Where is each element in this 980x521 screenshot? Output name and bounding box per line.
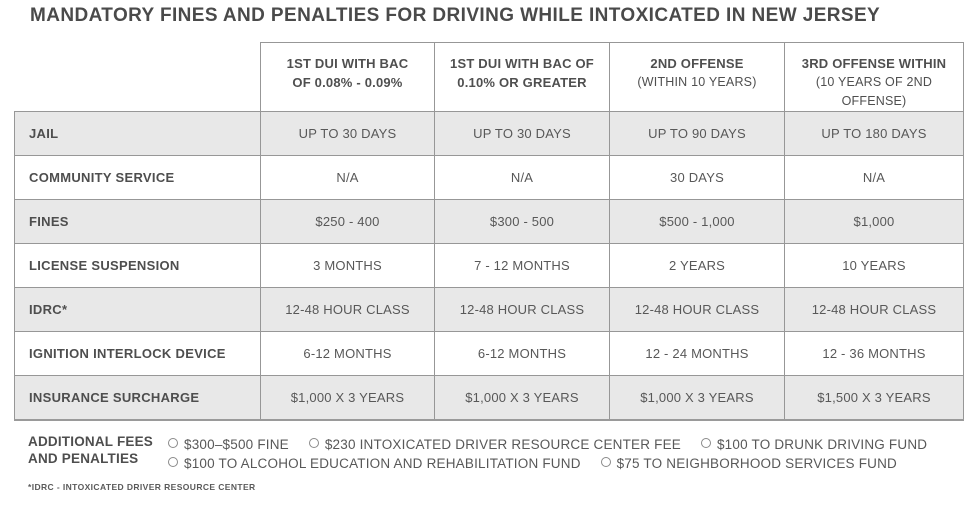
header-row: 1ST DUI WITH BAC OF 0.08% - 0.09% 1ST DU… <box>14 42 964 112</box>
fee-item-text: $100 TO ALCOHOL EDUCATION AND REHABILITA… <box>184 456 581 471</box>
cell-value: 12-48 HOUR CLASS <box>609 287 785 332</box>
fee-item: $230 INTOXICATED DRIVER RESOURCE CENTER … <box>308 435 682 454</box>
row-fines: FINES $250 - 400 $300 - 500 $500 - 1,000… <box>14 199 964 244</box>
row-idrc: IDRC* 12-48 HOUR CLASS 12-48 HOUR CLASS … <box>14 287 964 332</box>
row-label: IGNITION INTERLOCK DEVICE <box>14 331 261 376</box>
row-label: INSURANCE SURCHARGE <box>14 375 261 421</box>
cell-value: $1,000 X 3 YEARS <box>260 375 435 421</box>
fee-item: $75 TO NEIGHBORHOOD SERVICES FUND <box>600 454 898 473</box>
row-label: FINES <box>14 199 261 244</box>
circle-outline-icon <box>168 438 178 448</box>
cell-value: 6-12 MONTHS <box>434 331 610 376</box>
cell-value: 30 DAYS <box>609 155 785 200</box>
column-header-3rd-offense: 3RD OFFENSE WITHIN (10 YEARS OF 2ND OFFE… <box>784 42 964 112</box>
cell-value: 6-12 MONTHS <box>260 331 435 376</box>
row-license-suspension: LICENSE SUSPENSION 3 MONTHS 7 - 12 MONTH… <box>14 243 964 288</box>
additional-fees-label-line1: ADDITIONAL FEES <box>28 434 154 449</box>
column-header-line2: (10 YEARS OF 2ND OFFENSE) <box>815 75 933 108</box>
page-title: MANDATORY FINES AND PENALTIES FOR DRIVIN… <box>30 5 881 26</box>
column-header-line1: 2ND OFFENSE <box>650 56 744 71</box>
circle-outline-icon <box>700 438 711 448</box>
column-header-line2: OF 0.08% - 0.09% <box>292 75 403 90</box>
cell-value: UP TO 30 DAYS <box>434 111 610 156</box>
cell-value: 2 YEARS <box>609 243 785 288</box>
row-ignition-interlock-device: IGNITION INTERLOCK DEVICE 6-12 MONTHS 6-… <box>14 331 964 376</box>
cell-value: 3 MONTHS <box>260 243 435 288</box>
cell-value: 10 YEARS <box>784 243 964 288</box>
cell-value: 12 - 36 MONTHS <box>784 331 964 376</box>
fee-item: $300–$500 FINE <box>168 435 289 454</box>
fee-item: $100 TO ALCOHOL EDUCATION AND REHABILITA… <box>168 454 581 473</box>
additional-fees-label-line2: AND PENALTIES <box>28 451 139 466</box>
cell-value: $1,000 <box>784 199 964 244</box>
cell-value: N/A <box>434 155 610 200</box>
column-header-1st-dui-high-bac: 1ST DUI WITH BAC OF 0.10% OR GREATER <box>434 42 610 112</box>
column-header-line2: (WITHIN 10 YEARS) <box>637 75 757 89</box>
row-insurance-surcharge: INSURANCE SURCHARGE $1,000 X 3 YEARS $1,… <box>14 375 964 421</box>
fee-item-text: $300–$500 FINE <box>184 437 289 452</box>
cell-value: $1,000 X 3 YEARS <box>434 375 610 421</box>
column-header-line1: 1ST DUI WITH BAC OF <box>450 56 594 71</box>
cell-value: N/A <box>260 155 435 200</box>
cell-value: N/A <box>784 155 964 200</box>
corner-cell <box>14 42 261 112</box>
row-label: IDRC* <box>14 287 261 332</box>
cell-value: $500 - 1,000 <box>609 199 785 244</box>
additional-fees-line-2: $100 TO ALCOHOL EDUCATION AND REHABILITA… <box>168 454 973 473</box>
fee-item-text: $100 TO DRUNK DRIVING FUND <box>716 437 928 452</box>
row-label: COMMUNITY SERVICE <box>14 155 261 200</box>
column-header-2nd-offense: 2ND OFFENSE (WITHIN 10 YEARS) <box>609 42 785 112</box>
fee-item: $100 TO DRUNK DRIVING FUND <box>700 435 928 454</box>
additional-fees-label: ADDITIONAL FEES AND PENALTIES <box>28 433 153 467</box>
cell-value: 12-48 HOUR CLASS <box>784 287 964 332</box>
cell-value: UP TO 180 DAYS <box>784 111 964 156</box>
circle-outline-icon <box>600 457 611 467</box>
additional-fees-line-1: $300–$500 FINE $230 INTOXICATED DRIVER R… <box>168 435 973 454</box>
cell-value: UP TO 90 DAYS <box>609 111 785 156</box>
row-label: JAIL <box>14 111 261 156</box>
column-header-line2: 0.10% OR GREATER <box>457 75 587 90</box>
cell-value: UP TO 30 DAYS <box>260 111 435 156</box>
row-jail: JAIL UP TO 30 DAYS UP TO 30 DAYS UP TO 9… <box>14 111 964 156</box>
row-community-service: COMMUNITY SERVICE N/A N/A 30 DAYS N/A <box>14 155 964 200</box>
column-header-1st-dui-low-bac: 1ST DUI WITH BAC OF 0.08% - 0.09% <box>260 42 435 112</box>
fee-item-text: $230 INTOXICATED DRIVER RESOURCE CENTER … <box>324 437 682 452</box>
idrc-footnote: *IDRC - INTOXICATED DRIVER RESOURCE CENT… <box>28 482 256 492</box>
circle-outline-icon <box>308 438 319 448</box>
penalties-table: 1ST DUI WITH BAC OF 0.08% - 0.09% 1ST DU… <box>14 42 964 421</box>
column-header-line1: 3RD OFFENSE WITHIN <box>801 56 947 71</box>
circle-outline-icon <box>168 457 178 467</box>
cell-value: 7 - 12 MONTHS <box>434 243 610 288</box>
cell-value: $300 - 500 <box>434 199 610 244</box>
cell-value: $250 - 400 <box>260 199 435 244</box>
cell-value: $1,500 X 3 YEARS <box>784 375 964 421</box>
additional-fees-list: $300–$500 FINE $230 INTOXICATED DRIVER R… <box>168 435 973 473</box>
row-label: LICENSE SUSPENSION <box>14 243 261 288</box>
fee-item-text: $75 TO NEIGHBORHOOD SERVICES FUND <box>616 456 898 471</box>
cell-value: $1,000 X 3 YEARS <box>609 375 785 421</box>
cell-value: 12-48 HOUR CLASS <box>260 287 435 332</box>
column-header-line1: 1ST DUI WITH BAC <box>286 56 409 71</box>
cell-value: 12 - 24 MONTHS <box>609 331 785 376</box>
cell-value: 12-48 HOUR CLASS <box>434 287 610 332</box>
